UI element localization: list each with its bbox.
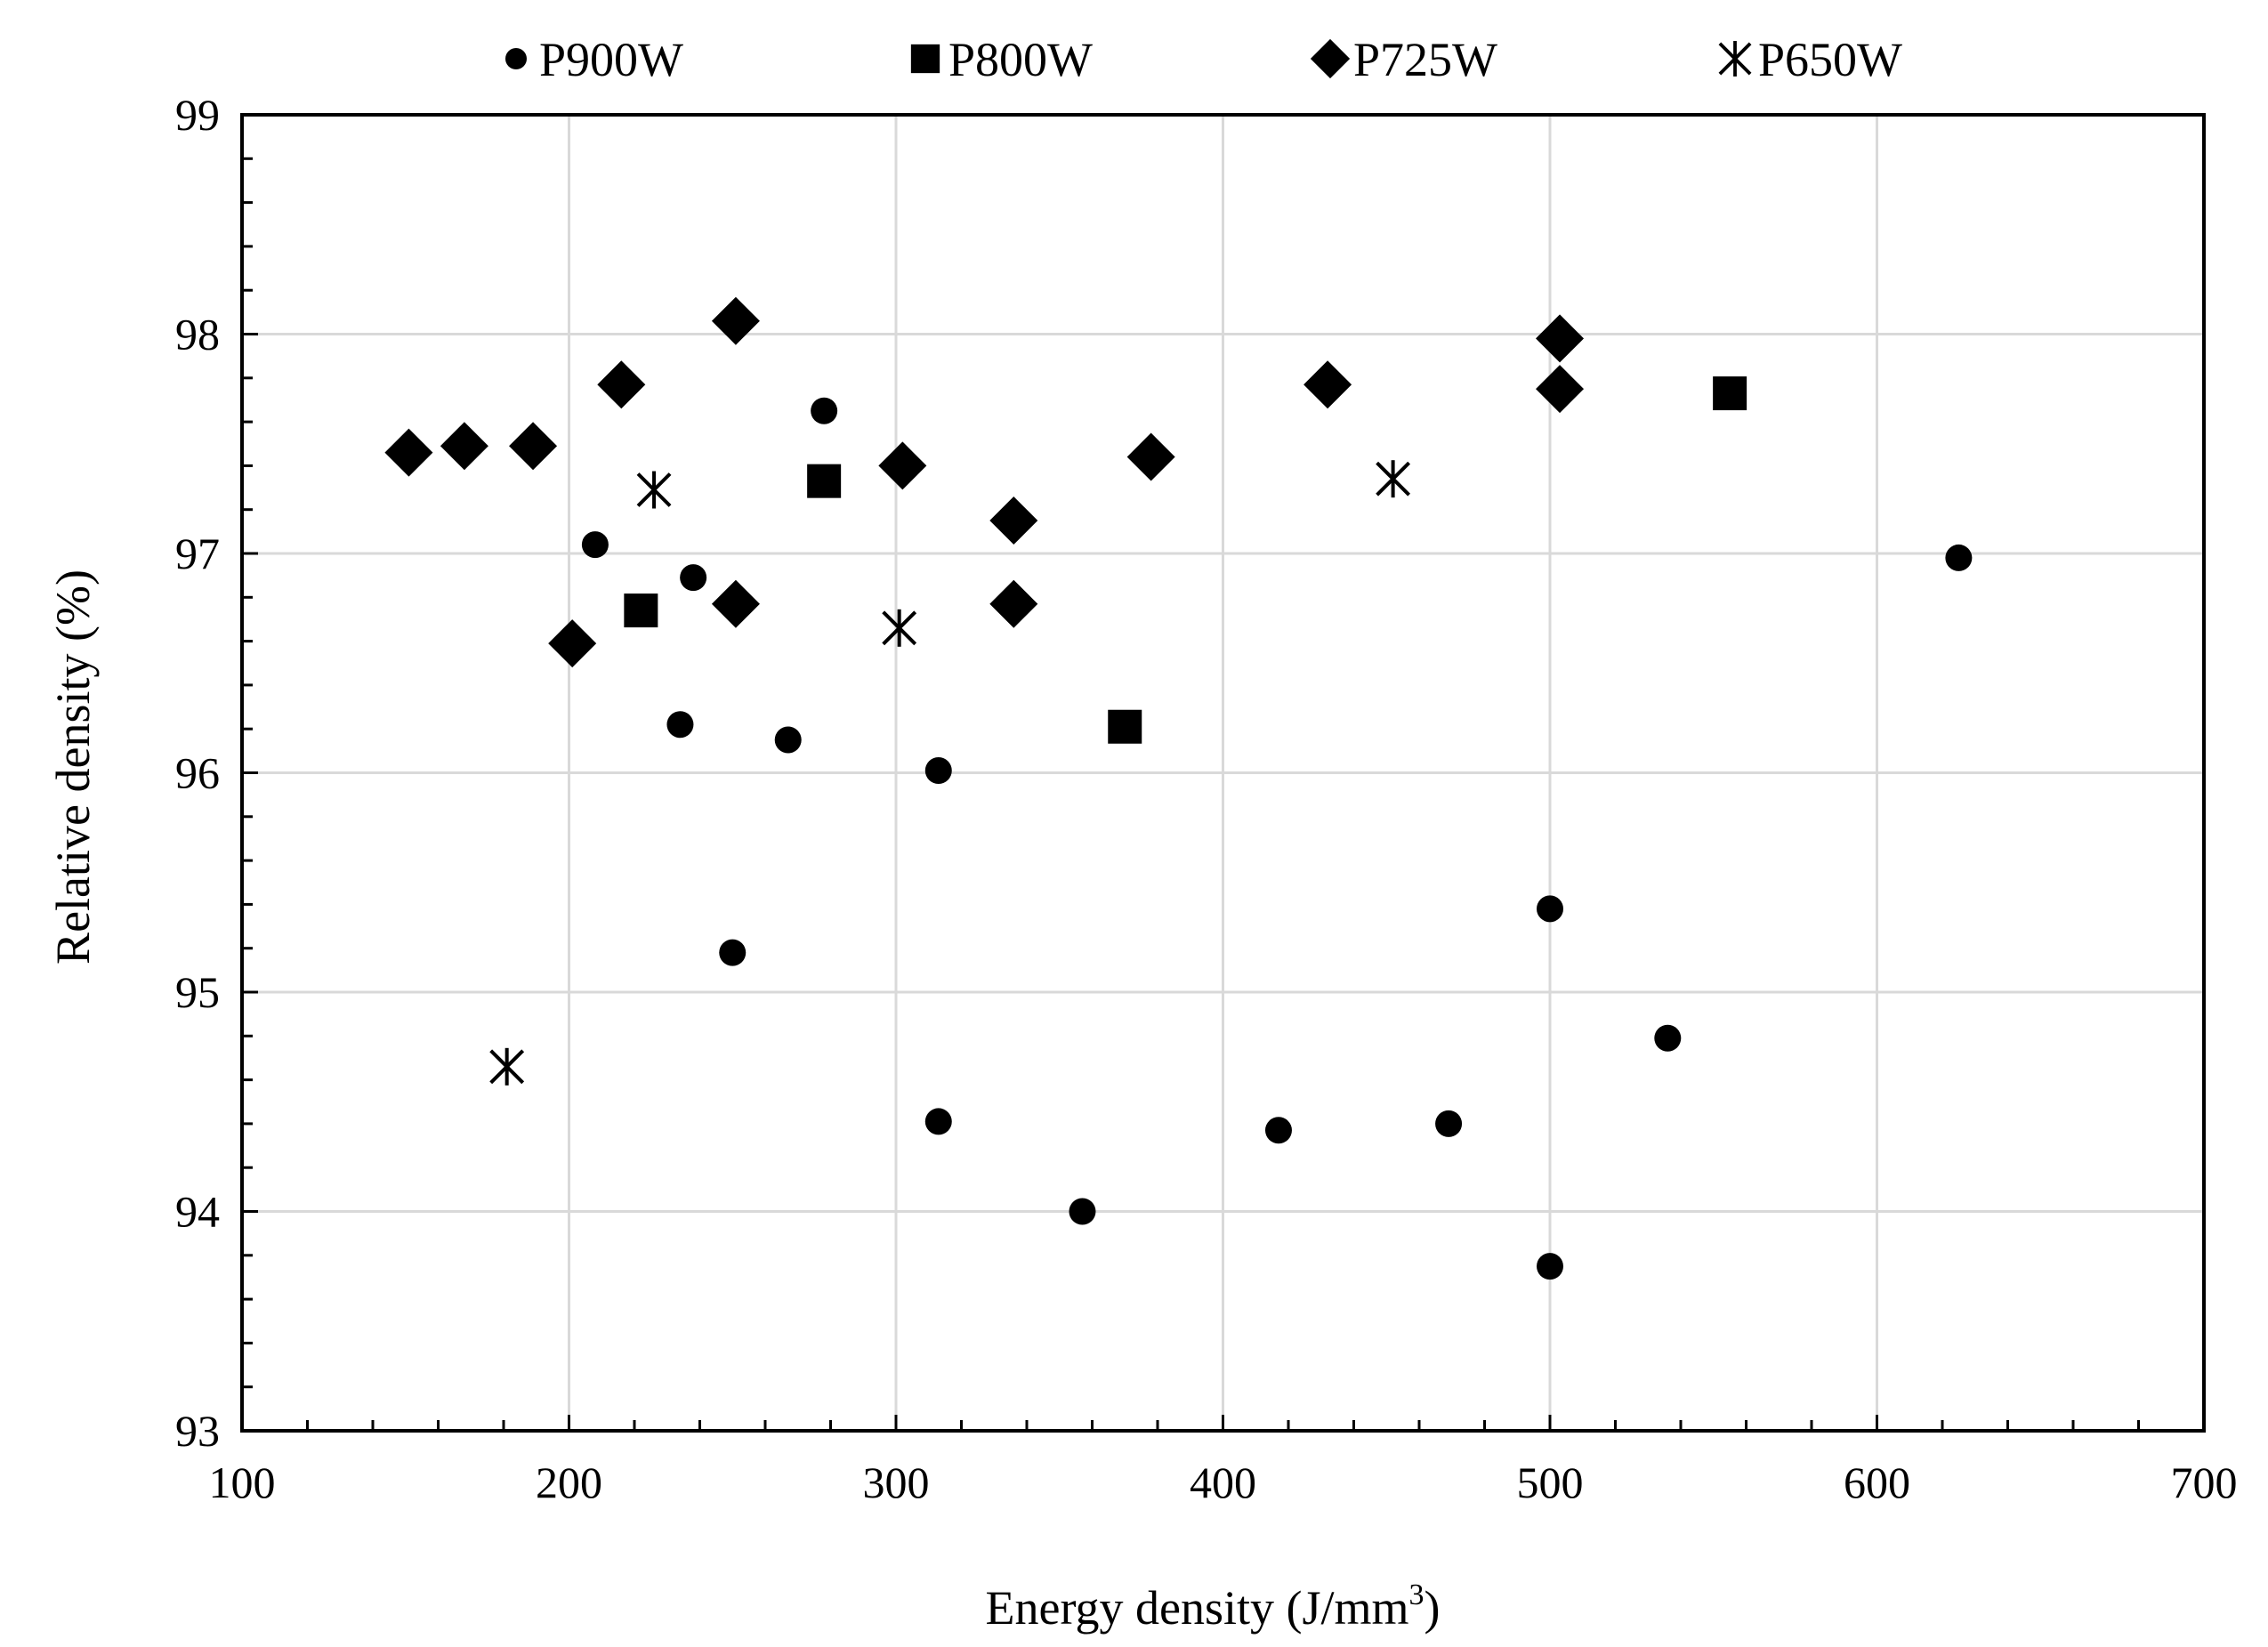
legend: P900W P800W P725W P650W <box>505 33 1902 86</box>
data-point-p725w <box>878 441 927 490</box>
data-point-p900w <box>924 1108 952 1135</box>
grid-lines <box>242 115 2204 1431</box>
data-point-p900w <box>1435 1110 1463 1137</box>
data-point-p900w <box>1069 1198 1096 1225</box>
x-tick-label: 100 <box>209 1457 276 1507</box>
legend-item-p900w: P900W <box>505 33 683 86</box>
data-point-p900w <box>1537 895 1563 923</box>
data-point-p900w <box>581 531 609 559</box>
legend-item-p650w: P650W <box>1718 33 1902 86</box>
y-axis-title: Relative density (%) <box>46 569 100 965</box>
x-tick-label: 300 <box>863 1457 930 1507</box>
data-point-p650w <box>882 609 917 647</box>
data-point-p725w <box>989 497 1038 545</box>
y-tick-label: 98 <box>175 310 220 359</box>
data-point-p800w <box>1713 376 1747 411</box>
x-tick-label: 400 <box>1190 1457 1256 1507</box>
legend-label-p900w: P900W <box>539 33 683 86</box>
data-point-p725w <box>989 579 1038 628</box>
data-point-p725w <box>440 422 488 471</box>
data-point-p900w <box>774 726 802 754</box>
legend-marker-p800w <box>910 44 940 74</box>
legend-label-p725w: P725W <box>1353 33 1497 86</box>
data-point-p900w <box>666 711 694 739</box>
data-point-p725w <box>548 619 597 668</box>
data-point-p725w <box>509 422 558 471</box>
data-point-p650w <box>636 471 672 509</box>
x-tick-label: 500 <box>1517 1457 1584 1507</box>
data-point-p900w <box>924 757 952 785</box>
y-tick-label: 97 <box>175 529 220 578</box>
data-point-p800w <box>1108 709 1142 744</box>
data-point-p725w <box>711 579 760 628</box>
data-point-p725w <box>1303 360 1352 409</box>
legend-item-p800w: P800W <box>910 33 1093 86</box>
data-point-p900w <box>1945 544 1973 571</box>
data-point-p800w <box>624 593 658 628</box>
data-point-p725w <box>1536 365 1585 414</box>
legend-label-p650w: P650W <box>1758 33 1902 86</box>
legend-marker-p900w <box>505 48 527 69</box>
x-tick-label: 200 <box>536 1457 602 1507</box>
data-point-p900w <box>1537 1253 1563 1280</box>
data-point-p900w <box>1264 1117 1292 1144</box>
x-axis-title: Energy density (J/mm3) <box>986 1578 1441 1635</box>
data-point-p900w <box>680 564 707 592</box>
y-tick-label: 96 <box>175 748 220 798</box>
legend-item-p725w: P725W <box>1310 33 1497 86</box>
data-point-p900w <box>1654 1024 1682 1052</box>
data-point-p725w <box>711 296 760 345</box>
data-point-p650w <box>1376 460 1411 498</box>
plot-frame <box>240 113 2206 1433</box>
data-points <box>384 296 1973 1280</box>
data-point-p900w <box>811 397 838 424</box>
data-point-p725w <box>1126 432 1175 481</box>
legend-marker-p725w <box>1310 38 1351 79</box>
data-point-p800w <box>807 464 842 498</box>
x-tick-labels: 100 200 300 400 500 600 700 <box>209 1457 2238 1507</box>
data-point-p900w <box>719 939 747 966</box>
y-tick-label: 93 <box>175 1406 220 1456</box>
legend-label-p800w: P800W <box>948 33 1093 86</box>
y-tick-label: 95 <box>175 967 220 1017</box>
legend-marker-p650w <box>1718 41 1752 77</box>
data-point-p725w <box>1536 314 1585 363</box>
x-tick-label: 700 <box>2171 1457 2238 1507</box>
y-tick-label: 99 <box>175 90 220 140</box>
data-point-p725w <box>384 428 433 477</box>
data-point-p650w <box>489 1047 525 1086</box>
y-tick-label: 94 <box>175 1187 220 1237</box>
x-tick-label: 600 <box>1844 1457 1910 1507</box>
data-point-p725w <box>597 360 646 409</box>
y-tick-labels: 93 94 95 96 97 98 99 <box>175 90 220 1456</box>
